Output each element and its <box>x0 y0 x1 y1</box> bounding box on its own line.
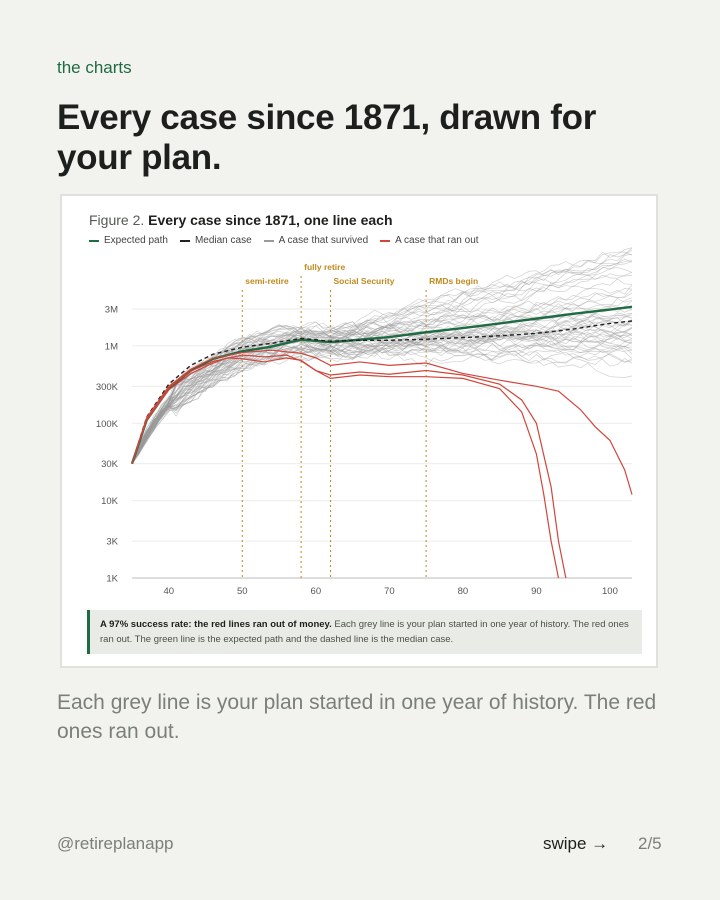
survived-case-line <box>131 251 633 464</box>
figure-card: Figure 2. Every case since 1871, one lin… <box>60 194 658 668</box>
survived-case-line <box>131 327 633 464</box>
survived-case-line <box>131 305 633 464</box>
chart-plot: 1K 3K 10K 30K 100K 300K 1M 3M 40 50 60 70 80 90 100 sem… <box>96 247 633 597</box>
survived-case-line <box>131 288 633 464</box>
figure-label: Figure 2. <box>89 212 145 228</box>
survived-case-line <box>131 330 633 464</box>
ranout-series-line <box>131 357 560 579</box>
survived-case-line <box>131 345 633 464</box>
survived-case-line <box>131 271 633 464</box>
y-tick-label: 3K <box>106 537 118 548</box>
survived-case-line <box>131 345 633 464</box>
figure-note: A 97% success rate: the red lines ran ou… <box>87 610 642 654</box>
x-tick-label: 40 <box>163 586 174 597</box>
median-series-line <box>131 320 633 464</box>
x-tick-label: 100 <box>602 586 618 597</box>
survived-case-line <box>131 326 633 464</box>
survived-case-line <box>131 319 633 464</box>
survived-case-line <box>131 259 633 464</box>
survived-case-line <box>131 273 633 464</box>
legend-label-survived: A case that survived <box>278 235 369 246</box>
legend-item-median: Median case <box>179 235 252 246</box>
survived-case-line <box>131 314 633 464</box>
survived-case-line <box>131 258 633 464</box>
survived-case-line <box>131 335 633 464</box>
x-tick-label: 60 <box>311 586 322 597</box>
survived-case-line <box>131 341 633 464</box>
survived-case-line <box>131 318 633 464</box>
survived-case-line <box>131 330 633 464</box>
legend-label-median: Median case <box>194 235 252 246</box>
y-tick-label: 1K <box>106 574 118 585</box>
ranout-series-line <box>131 349 633 495</box>
survived-case-line <box>131 346 633 464</box>
ranout-series-line <box>131 354 567 579</box>
swipe-button[interactable]: swipe → <box>543 834 609 853</box>
x-tick-label: 50 <box>237 586 248 597</box>
survived-case-line <box>131 339 633 464</box>
x-tick-label: 90 <box>531 586 542 597</box>
survived-case-line <box>131 333 633 464</box>
figure-title-text: Every case since 1871, one line each <box>148 212 393 228</box>
y-tick-label: 1M <box>105 341 118 352</box>
caption: Each grey line is your plan started in o… <box>57 691 657 743</box>
survived-case-line <box>131 284 633 464</box>
survived-case-line <box>131 314 633 464</box>
legend-item-expected: Expected path <box>89 235 168 246</box>
legend-item-ranout: A case that ran out <box>380 235 479 246</box>
kicker: the charts <box>57 58 132 77</box>
survived-case-line <box>131 326 633 464</box>
page-indicator: 2/5 <box>638 834 662 853</box>
milestone-label: RMDs begin <box>429 276 478 286</box>
survived-case-line <box>131 341 633 464</box>
survived-case-line <box>131 318 633 464</box>
survived-case-line <box>131 247 633 464</box>
survived-case-line <box>131 248 633 464</box>
legend-label-expected: Expected path <box>104 235 168 246</box>
survived-case-line <box>131 312 633 464</box>
chart-legend: Expected path Median case A case that su… <box>89 235 491 246</box>
headline: Every case since 1871, drawn for your pl… <box>57 98 597 177</box>
survived-case-line <box>131 328 633 464</box>
survived-case-line <box>131 261 633 464</box>
note-bold: A 97% success rate: the red lines ran ou… <box>100 619 332 630</box>
social-handle[interactable]: @retireplanapp <box>57 834 174 853</box>
legend-label-ranout: A case that ran out <box>395 235 479 246</box>
legend-item-survived: A case that survived <box>263 235 369 246</box>
survived-case-line <box>131 316 633 464</box>
milestone-label: fully retire <box>304 262 345 272</box>
survived-case-line <box>131 278 633 464</box>
y-tick-label: 3M <box>105 304 118 315</box>
survived-case-line <box>131 338 633 464</box>
x-tick-label: 80 <box>458 586 469 597</box>
note-text: Each grey line is your plan started in o… <box>100 619 629 645</box>
milestone-label: semi-retire <box>245 276 289 286</box>
survived-case-line <box>131 300 633 464</box>
survived-case-line <box>131 324 633 464</box>
y-tick-label: 30K <box>101 459 119 470</box>
survived-case-line <box>131 344 633 464</box>
survived-case-line <box>131 340 633 464</box>
survived-case-line <box>131 298 633 464</box>
y-tick-label: 300K <box>96 382 119 393</box>
survived-case-line <box>131 310 633 464</box>
y-tick-label: 100K <box>96 419 119 430</box>
survived-case-line <box>131 333 633 464</box>
x-tick-label: 70 <box>384 586 395 597</box>
y-tick-label: 10K <box>101 496 119 507</box>
figure-title: Figure 2. Every case since 1871, one lin… <box>89 212 393 228</box>
milestone-label: Social Security <box>334 276 395 286</box>
